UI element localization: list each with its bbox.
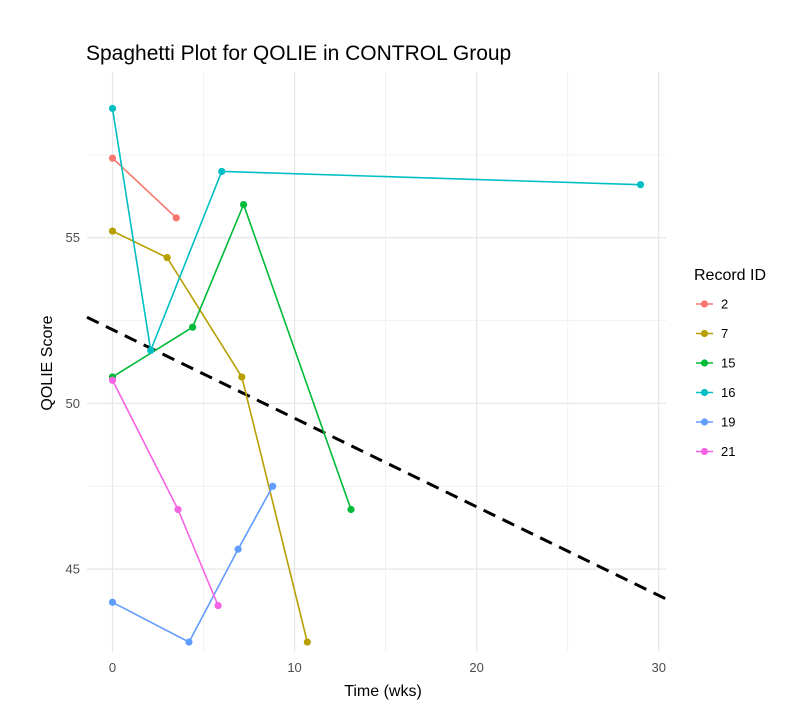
- y-tick-labels: 45 50 55: [66, 230, 80, 576]
- chart-title: Spaghetti Plot for QOLIE in CONTROL Grou…: [86, 42, 511, 65]
- legend-item-21: 21: [696, 444, 735, 459]
- trend-line: [86, 315, 667, 601]
- y-tick-label: 55: [66, 230, 80, 245]
- legend-label: 7: [721, 326, 728, 341]
- y-tick-label: 50: [66, 396, 80, 411]
- legend-items: 2 7 15 16 19 21: [696, 297, 735, 459]
- x-tick-label: 0: [109, 660, 116, 675]
- series-line-19: [112, 485, 274, 644]
- data-point-16: [147, 346, 155, 354]
- legend-label: 2: [721, 297, 728, 312]
- data-point-21: [174, 505, 182, 514]
- data-point-16: [218, 167, 226, 176]
- data-point-19: [269, 482, 277, 490]
- data-point-19: [234, 545, 242, 553]
- series-line-7: [112, 230, 309, 643]
- legend-key-point: [700, 329, 709, 338]
- x-tick-label: 20: [469, 660, 483, 675]
- legend-label: 16: [721, 385, 735, 400]
- data-point-2: [172, 214, 180, 222]
- series-line-15: [112, 202, 352, 510]
- data-point-21: [214, 602, 222, 610]
- legend: Record ID 2 7 15 16 19 21: [694, 267, 766, 459]
- data-point-7: [238, 373, 246, 381]
- series-lines: [111, 108, 641, 644]
- grid-major: [87, 72, 666, 652]
- trend-layer: [86, 315, 667, 601]
- x-tick-label: 10: [287, 660, 301, 675]
- grid-minor: [87, 72, 666, 652]
- legend-item-15: 15: [696, 356, 735, 371]
- data-point-21: [108, 376, 117, 384]
- legend-item-19: 19: [696, 415, 735, 430]
- legend-item-16: 16: [696, 385, 735, 400]
- data-point-7: [163, 254, 171, 262]
- legend-label: 15: [721, 356, 735, 371]
- data-point-7: [303, 638, 311, 646]
- data-point-16: [636, 181, 645, 189]
- series-line-21: [111, 379, 219, 606]
- legend-key-point: [700, 388, 709, 397]
- series-line-2: [111, 157, 177, 219]
- legend-label: 21: [721, 444, 735, 459]
- legend-item-7: 7: [696, 326, 728, 341]
- data-point-15: [347, 505, 355, 514]
- y-tick-label: 45: [66, 562, 80, 577]
- y-axis-title: QOLIE Score: [39, 315, 56, 410]
- data-point-2: [108, 154, 117, 162]
- legend-key-point: [700, 359, 709, 367]
- data-point-7: [108, 227, 117, 235]
- series-points: [108, 104, 645, 646]
- x-axis-title: Time (wks): [344, 683, 422, 700]
- data-point-15: [239, 200, 248, 209]
- legend-item-2: 2: [696, 297, 728, 312]
- legend-key-point: [700, 447, 709, 456]
- data-point-16: [108, 104, 117, 113]
- series-line-16: [111, 108, 641, 354]
- data-point-19: [185, 638, 193, 646]
- x-tick-label: 30: [651, 660, 665, 675]
- legend-title: Record ID: [694, 267, 766, 284]
- legend-key-point: [700, 418, 709, 426]
- legend-label: 19: [721, 415, 735, 430]
- x-tick-labels: 0 10 20 30: [109, 660, 666, 675]
- legend-key-point: [700, 300, 709, 308]
- data-point-19: [108, 598, 117, 606]
- data-point-15: [189, 323, 197, 331]
